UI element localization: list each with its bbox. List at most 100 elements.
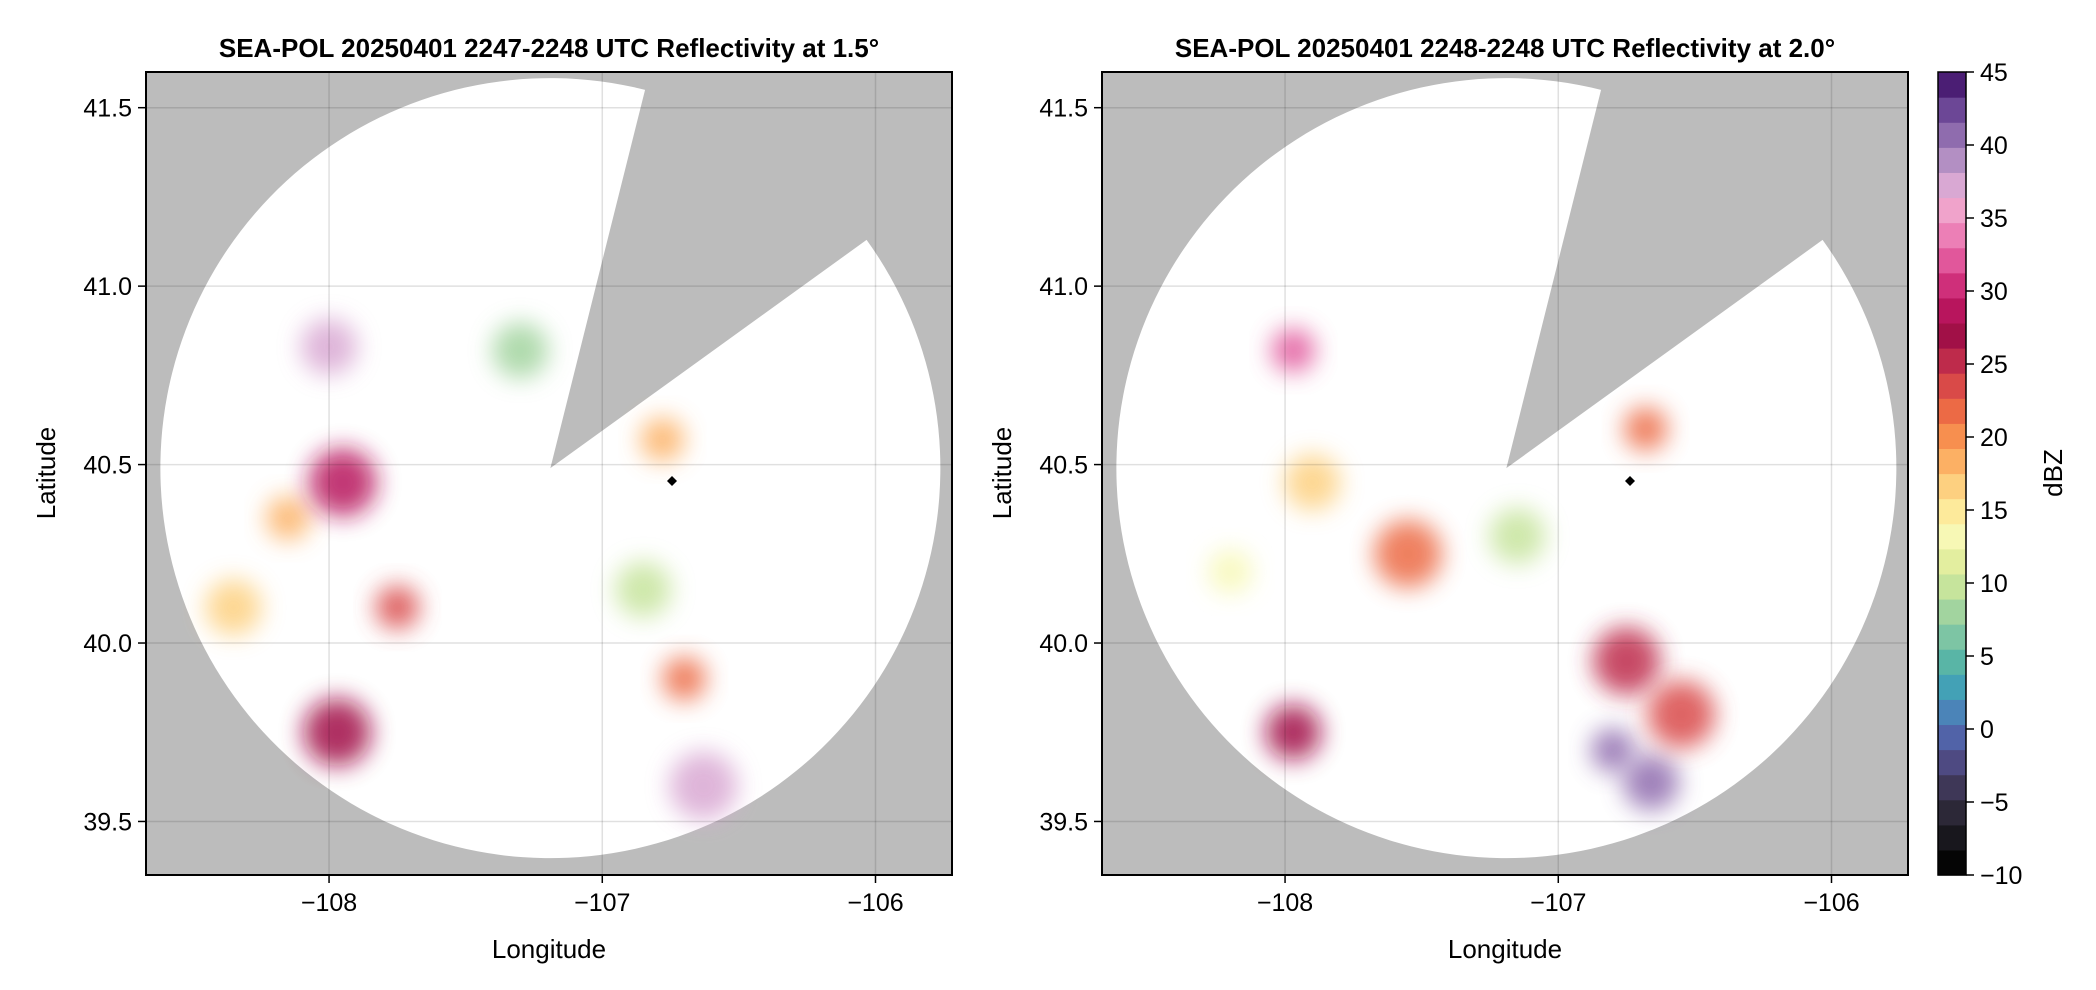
colorbar-tick-label: 5 — [1980, 643, 1994, 671]
colorbar-swatch — [1938, 774, 1966, 801]
x-tick-label: −107 — [1530, 889, 1586, 917]
panel-1-frame — [145, 71, 953, 876]
echo-region — [308, 448, 377, 517]
panel-2-ylabel: Latitude — [987, 427, 1017, 520]
colorbar-swatch — [1938, 674, 1966, 700]
colorbar-swatch — [1938, 473, 1966, 500]
colorbar-swatch — [1938, 824, 1966, 851]
colorbar: −10 −5 0 5 10 15 20 25 30 35 40 45 dBZ — [1937, 59, 2068, 890]
echo-region — [205, 579, 262, 636]
y-tick-label: 41.0 — [1039, 273, 1088, 301]
y-tick-label: 40.5 — [83, 452, 132, 480]
panel-1-radar-coverage — [160, 78, 941, 859]
x-tick-label: −106 — [847, 889, 903, 917]
colorbar-swatch — [1938, 448, 1966, 475]
echo-region — [492, 322, 549, 379]
colorbar-swatch — [1938, 322, 1966, 349]
echo-region — [1374, 519, 1443, 588]
colorbar-swatch — [1938, 172, 1966, 199]
colorbar-swatch — [1938, 348, 1966, 374]
panel-2-grid — [1102, 72, 1908, 875]
y-tick-label: 39.5 — [1039, 808, 1088, 836]
x-tick-label: −108 — [1257, 889, 1313, 917]
y-tick-label: 40.0 — [83, 630, 132, 658]
panel-1-station-marker — [667, 476, 677, 486]
colorbar-swatch — [1938, 222, 1966, 249]
x-tick-label: −107 — [574, 889, 630, 917]
colorbar-tick-label: 30 — [1980, 278, 2008, 306]
echo-region — [303, 698, 372, 767]
colorbar-swatch — [1938, 498, 1966, 525]
echo-region — [1265, 704, 1322, 761]
echo-region — [1271, 328, 1316, 373]
colorbar-swatch — [1938, 598, 1966, 625]
colorbar-swatch — [1938, 97, 1966, 123]
y-tick-label: 40.0 — [1039, 630, 1088, 658]
echo-region — [266, 496, 311, 541]
echo-region — [669, 751, 738, 820]
colorbar-tick-label: 45 — [1980, 59, 2008, 87]
panel-2-ticks: −108 −107 −106 39.5 40.0 40.5 41.0 41.5 — [1039, 95, 1859, 917]
colorbar-tick-label: 35 — [1980, 205, 2008, 233]
colorbar-swatch — [1938, 272, 1966, 299]
colorbar-swatch — [1938, 649, 1966, 675]
colorbar-swatch — [1938, 398, 1966, 424]
colorbar-swatch — [1938, 573, 1966, 600]
colorbar-swatch — [1938, 122, 1966, 148]
colorbar-tick-label: −5 — [1980, 789, 2009, 817]
panel-1-echo-layer — [205, 318, 738, 820]
echo-region — [1623, 754, 1680, 811]
panel-1-ylabel: Latitude — [31, 427, 61, 520]
colorbar-tick-label: 15 — [1980, 497, 2008, 525]
echo-region — [1489, 507, 1546, 564]
colorbar-frame — [1937, 71, 1967, 876]
panel-2-radar-coverage — [1116, 78, 1897, 859]
x-tick-label: −106 — [1803, 889, 1859, 917]
echo-region — [1590, 728, 1635, 773]
panel-2-frame — [1101, 71, 1909, 876]
colorbar-swatches — [1938, 72, 1966, 876]
colorbar-tick-label: 40 — [1980, 132, 2008, 160]
colorbar-tick-label: 20 — [1980, 424, 2008, 452]
colorbar-swatch — [1938, 749, 1966, 776]
colorbar-swatch — [1938, 849, 1966, 876]
colorbar-swatch — [1938, 197, 1966, 224]
panel-2: SEA-POL 20250401 2248-2248 UTC Reflectiv… — [987, 33, 1909, 964]
colorbar-swatch — [1938, 247, 1966, 274]
colorbar-swatch — [1938, 699, 1966, 726]
colorbar-tick-label: 25 — [1980, 351, 2008, 379]
echo-region — [1208, 549, 1253, 594]
y-tick-label: 41.5 — [83, 95, 132, 123]
y-tick-label: 39.5 — [83, 808, 132, 836]
colorbar-swatch — [1938, 799, 1966, 826]
panel-1-ticks: −108 −107 −106 39.5 40.0 40.5 41.0 41.5 — [83, 95, 903, 917]
colorbar-ticks: −10 −5 0 5 10 15 20 25 30 35 40 45 — [1966, 59, 2022, 890]
x-tick-label: −108 — [301, 889, 357, 917]
panel-2-title: SEA-POL 20250401 2248-2248 UTC Reflectiv… — [1175, 33, 1835, 63]
echo-region — [1647, 680, 1716, 749]
colorbar-swatch — [1938, 724, 1966, 751]
colorbar-swatch — [1938, 373, 1966, 399]
colorbar-tick-label: 10 — [1980, 570, 2008, 598]
y-tick-label: 40.5 — [1039, 452, 1088, 480]
echo-region — [301, 318, 358, 375]
panel-1-grid — [146, 72, 952, 875]
colorbar-label: dBZ — [2038, 449, 2068, 497]
echo-region — [640, 417, 685, 462]
echo-region — [1592, 626, 1661, 695]
panel-2-echo-layer — [1208, 328, 1716, 811]
colorbar-swatch — [1938, 72, 1966, 98]
colorbar-swatch — [1938, 423, 1966, 450]
echo-region — [375, 585, 420, 630]
echo-region — [1284, 454, 1341, 511]
colorbar-swatch — [1938, 147, 1966, 173]
panel-1-xlabel: Longitude — [492, 934, 606, 964]
colorbar-swatch — [1938, 523, 1966, 550]
colorbar-swatch — [1938, 624, 1966, 650]
colorbar-swatch — [1938, 548, 1966, 575]
echo-region — [1623, 406, 1668, 451]
echo-region — [615, 561, 672, 618]
panel-1-title: SEA-POL 20250401 2247-2248 UTC Reflectiv… — [219, 33, 879, 63]
panel-1: SEA-POL 20250401 2247-2248 UTC Reflectiv… — [31, 33, 953, 964]
colorbar-tick-label: −10 — [1980, 862, 2022, 890]
